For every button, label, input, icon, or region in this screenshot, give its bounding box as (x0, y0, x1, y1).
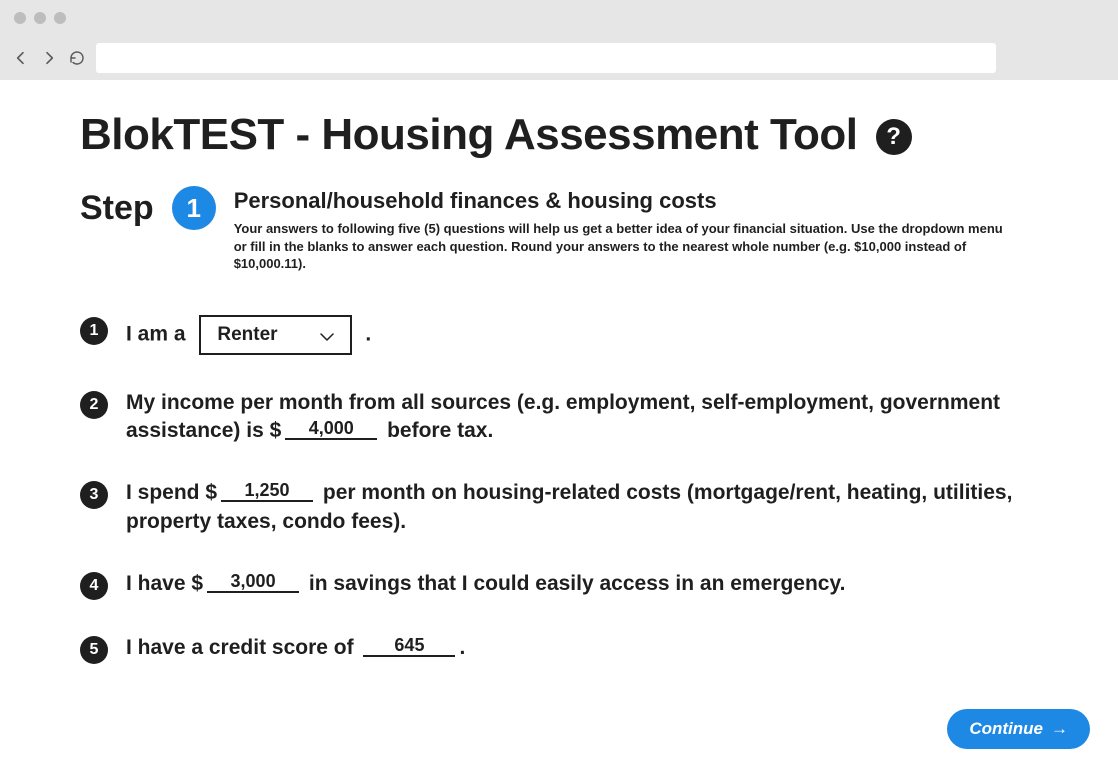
chevron-down-icon (318, 326, 336, 344)
question-2-pre: My income per month from all sources (e.… (126, 391, 1000, 442)
question-number-badge: 3 (80, 481, 108, 509)
traffic-light-dot (54, 12, 66, 24)
title-row: BlokTEST - Housing Assessment Tool ? (80, 110, 1038, 160)
traffic-light-dot (14, 12, 26, 24)
continue-button-label: Continue (969, 719, 1043, 739)
step-label: Step (80, 186, 154, 230)
question-number-badge: 5 (80, 636, 108, 664)
question-2-body: My income per month from all sources (e.… (126, 389, 1026, 446)
question-5-post: . (459, 636, 465, 659)
question-4-post: in savings that I could easily access in… (309, 572, 846, 595)
question-5-body: I have a credit score of 645. (126, 634, 465, 662)
question-number-badge: 2 (80, 391, 108, 419)
question-number-badge: 4 (80, 572, 108, 600)
question-3-pre: I spend $ (126, 481, 217, 504)
traffic-light-dot (34, 12, 46, 24)
question-5: 5 I have a credit score of 645. (80, 634, 1038, 664)
question-4-body: I have $3,000 in savings that I could ea… (126, 570, 845, 598)
housing-cost-input[interactable]: 1,250 (221, 481, 313, 502)
url-bar[interactable] (96, 43, 996, 73)
question-4-pre: I have $ (126, 572, 203, 595)
step-heading: Personal/household finances & housing co… (234, 188, 1014, 214)
questions-list: 1 I am a Renter . 2 My income per month … (80, 315, 1038, 664)
question-2: 2 My income per month from all sources (… (80, 389, 1038, 446)
question-4: 4 I have $3,000 in savings that I could … (80, 570, 1038, 600)
continue-button[interactable]: Continue → (947, 709, 1090, 749)
help-icon[interactable]: ? (876, 119, 912, 155)
step-text: Personal/household finances & housing co… (234, 186, 1014, 273)
browser-chrome (0, 0, 1118, 80)
question-2-post: before tax. (387, 419, 493, 442)
credit-score-input[interactable]: 645 (363, 636, 455, 657)
back-icon[interactable] (12, 49, 30, 67)
income-input[interactable]: 4,000 (285, 419, 377, 440)
savings-input[interactable]: 3,000 (207, 572, 299, 593)
page-title: BlokTEST - Housing Assessment Tool (80, 110, 858, 160)
question-1-post: . (365, 322, 371, 345)
renter-owner-dropdown[interactable]: Renter (199, 315, 351, 355)
question-1-pre: I am a (126, 322, 186, 345)
reload-icon[interactable] (68, 49, 86, 67)
question-3: 3 I spend $1,250 per month on housing-re… (80, 479, 1038, 536)
step-row: Step 1 Personal/household finances & hou… (80, 186, 1038, 273)
question-1-body: I am a Renter . (126, 315, 371, 355)
question-3-body: I spend $1,250 per month on housing-rela… (126, 479, 1026, 536)
question-number-badge: 1 (80, 317, 108, 345)
page-content: BlokTEST - Housing Assessment Tool ? Ste… (0, 80, 1118, 664)
browser-toolbar (0, 36, 1118, 80)
step-number-badge: 1 (172, 186, 216, 230)
step-description: Your answers to following five (5) quest… (234, 220, 1014, 273)
forward-icon[interactable] (40, 49, 58, 67)
dropdown-selected-label: Renter (217, 322, 277, 348)
question-5-pre: I have a credit score of (126, 636, 354, 659)
arrow-right-icon: → (1051, 719, 1068, 739)
window-traffic-lights (14, 12, 66, 24)
question-1: 1 I am a Renter . (80, 315, 1038, 355)
